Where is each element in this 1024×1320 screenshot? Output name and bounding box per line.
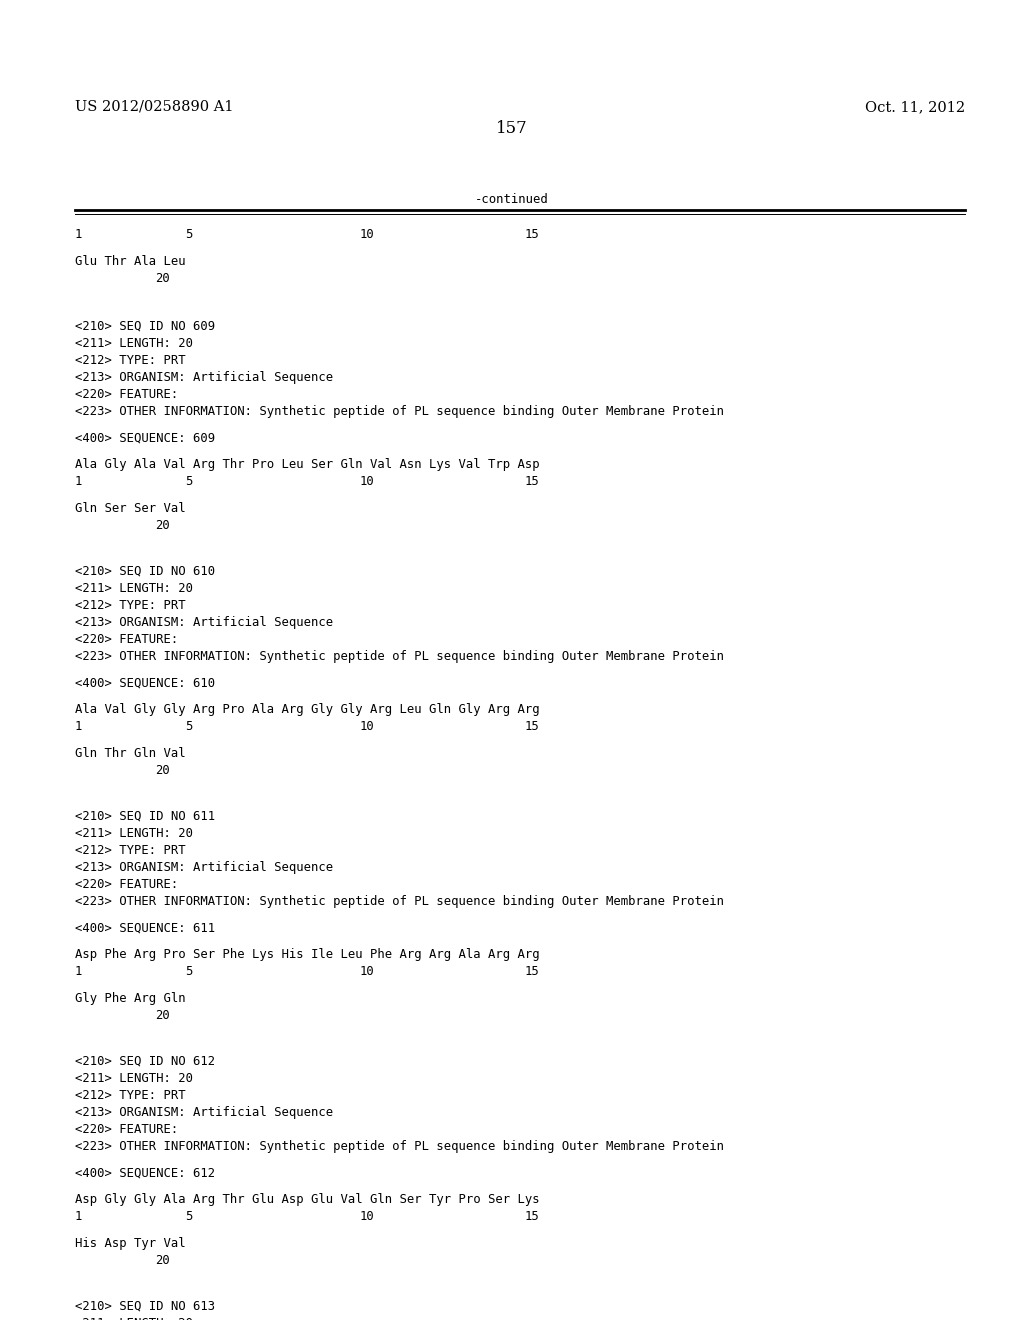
Text: <220> FEATURE:: <220> FEATURE: — [75, 388, 178, 401]
Text: Glu Thr Ala Leu: Glu Thr Ala Leu — [75, 255, 185, 268]
Text: 10: 10 — [360, 228, 375, 242]
Text: 15: 15 — [525, 965, 540, 978]
Text: <220> FEATURE:: <220> FEATURE: — [75, 1123, 178, 1137]
Text: 15: 15 — [525, 228, 540, 242]
Text: <210> SEQ ID NO 610: <210> SEQ ID NO 610 — [75, 565, 215, 578]
Text: 10: 10 — [360, 965, 375, 978]
Text: <212> TYPE: PRT: <212> TYPE: PRT — [75, 1089, 185, 1102]
Text: <211> LENGTH: 20: <211> LENGTH: 20 — [75, 828, 193, 840]
Text: <223> OTHER INFORMATION: Synthetic peptide of PL sequence binding Outer Membrane: <223> OTHER INFORMATION: Synthetic pepti… — [75, 1140, 724, 1152]
Text: 5: 5 — [185, 1210, 193, 1224]
Text: 1: 1 — [75, 475, 82, 488]
Text: <400> SEQUENCE: 610: <400> SEQUENCE: 610 — [75, 677, 215, 690]
Text: <211> LENGTH: 20: <211> LENGTH: 20 — [75, 582, 193, 595]
Text: Gln Ser Ser Val: Gln Ser Ser Val — [75, 502, 185, 515]
Text: <211> LENGTH: 20: <211> LENGTH: 20 — [75, 1072, 193, 1085]
Text: <213> ORGANISM: Artificial Sequence: <213> ORGANISM: Artificial Sequence — [75, 616, 333, 630]
Text: <211> LENGTH: 20: <211> LENGTH: 20 — [75, 1317, 193, 1320]
Text: <223> OTHER INFORMATION: Synthetic peptide of PL sequence binding Outer Membrane: <223> OTHER INFORMATION: Synthetic pepti… — [75, 649, 724, 663]
Text: <223> OTHER INFORMATION: Synthetic peptide of PL sequence binding Outer Membrane: <223> OTHER INFORMATION: Synthetic pepti… — [75, 895, 724, 908]
Text: Asp Phe Arg Pro Ser Phe Lys His Ile Leu Phe Arg Arg Ala Arg Arg: Asp Phe Arg Pro Ser Phe Lys His Ile Leu … — [75, 948, 540, 961]
Text: 10: 10 — [360, 1210, 375, 1224]
Text: <210> SEQ ID NO 612: <210> SEQ ID NO 612 — [75, 1055, 215, 1068]
Text: 5: 5 — [185, 719, 193, 733]
Text: -continued: -continued — [475, 193, 549, 206]
Text: 5: 5 — [185, 228, 193, 242]
Text: 5: 5 — [185, 475, 193, 488]
Text: 20: 20 — [155, 764, 170, 777]
Text: 1: 1 — [75, 719, 82, 733]
Text: <220> FEATURE:: <220> FEATURE: — [75, 634, 178, 645]
Text: <213> ORGANISM: Artificial Sequence: <213> ORGANISM: Artificial Sequence — [75, 1106, 333, 1119]
Text: <212> TYPE: PRT: <212> TYPE: PRT — [75, 843, 185, 857]
Text: 157: 157 — [496, 120, 528, 137]
Text: His Asp Tyr Val: His Asp Tyr Val — [75, 1237, 185, 1250]
Text: <220> FEATURE:: <220> FEATURE: — [75, 878, 178, 891]
Text: <211> LENGTH: 20: <211> LENGTH: 20 — [75, 337, 193, 350]
Text: <223> OTHER INFORMATION: Synthetic peptide of PL sequence binding Outer Membrane: <223> OTHER INFORMATION: Synthetic pepti… — [75, 405, 724, 418]
Text: Asp Gly Gly Ala Arg Thr Glu Asp Glu Val Gln Ser Tyr Pro Ser Lys: Asp Gly Gly Ala Arg Thr Glu Asp Glu Val … — [75, 1193, 540, 1206]
Text: <210> SEQ ID NO 609: <210> SEQ ID NO 609 — [75, 319, 215, 333]
Text: US 2012/0258890 A1: US 2012/0258890 A1 — [75, 100, 233, 114]
Text: 1: 1 — [75, 1210, 82, 1224]
Text: 1: 1 — [75, 965, 82, 978]
Text: <213> ORGANISM: Artificial Sequence: <213> ORGANISM: Artificial Sequence — [75, 861, 333, 874]
Text: Oct. 11, 2012: Oct. 11, 2012 — [865, 100, 965, 114]
Text: 20: 20 — [155, 272, 170, 285]
Text: 1: 1 — [75, 228, 82, 242]
Text: 20: 20 — [155, 1008, 170, 1022]
Text: 15: 15 — [525, 475, 540, 488]
Text: Gln Thr Gln Val: Gln Thr Gln Val — [75, 747, 185, 760]
Text: 20: 20 — [155, 519, 170, 532]
Text: Gly Phe Arg Gln: Gly Phe Arg Gln — [75, 993, 185, 1005]
Text: Ala Gly Ala Val Arg Thr Pro Leu Ser Gln Val Asn Lys Val Trp Asp: Ala Gly Ala Val Arg Thr Pro Leu Ser Gln … — [75, 458, 540, 471]
Text: 15: 15 — [525, 1210, 540, 1224]
Text: <212> TYPE: PRT: <212> TYPE: PRT — [75, 354, 185, 367]
Text: Ala Val Gly Gly Arg Pro Ala Arg Gly Gly Arg Leu Gln Gly Arg Arg: Ala Val Gly Gly Arg Pro Ala Arg Gly Gly … — [75, 704, 540, 715]
Text: <210> SEQ ID NO 613: <210> SEQ ID NO 613 — [75, 1300, 215, 1313]
Text: 5: 5 — [185, 965, 193, 978]
Text: <212> TYPE: PRT: <212> TYPE: PRT — [75, 599, 185, 612]
Text: <400> SEQUENCE: 612: <400> SEQUENCE: 612 — [75, 1167, 215, 1180]
Text: <210> SEQ ID NO 611: <210> SEQ ID NO 611 — [75, 810, 215, 822]
Text: 10: 10 — [360, 719, 375, 733]
Text: 15: 15 — [525, 719, 540, 733]
Text: 20: 20 — [155, 1254, 170, 1267]
Text: 10: 10 — [360, 475, 375, 488]
Text: <400> SEQUENCE: 611: <400> SEQUENCE: 611 — [75, 921, 215, 935]
Text: <213> ORGANISM: Artificial Sequence: <213> ORGANISM: Artificial Sequence — [75, 371, 333, 384]
Text: <400> SEQUENCE: 609: <400> SEQUENCE: 609 — [75, 432, 215, 445]
